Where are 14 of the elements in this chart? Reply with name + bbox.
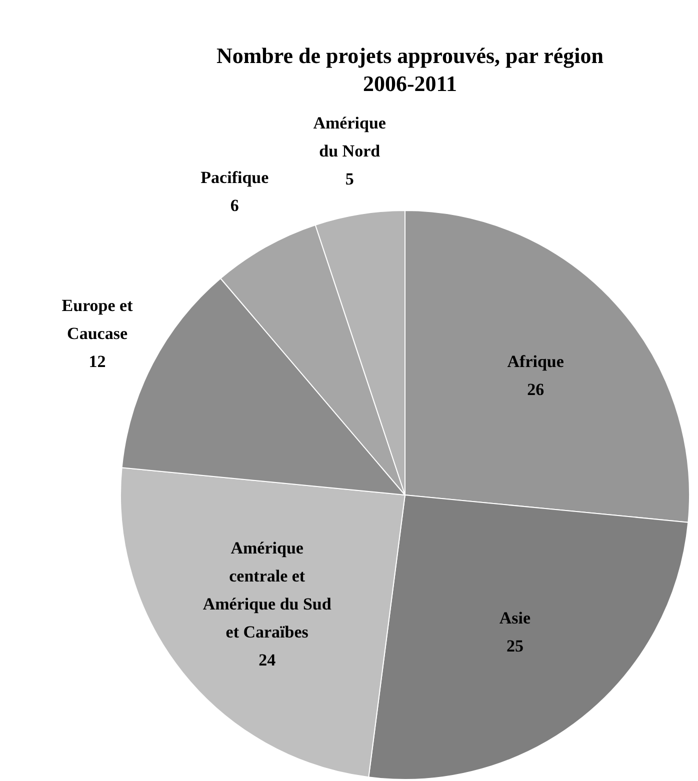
slice-label: Pacifique	[200, 168, 270, 187]
slice-label: Amérique centrale et Amérique du Sud et Caraïbes	[202, 538, 332, 642]
data-label: 26	[527, 380, 544, 399]
data-label: 6	[230, 196, 239, 215]
slice-label: Afrique	[507, 352, 564, 371]
data-label: 24	[258, 650, 276, 670]
data-label: 5	[345, 170, 354, 189]
chart-subtitle: 2006-2011	[362, 70, 458, 98]
slice-label: Europe et Caucase	[62, 296, 134, 343]
slice-label: Amérique du Nord	[313, 114, 386, 161]
slice-label: Asie	[499, 608, 532, 628]
chart-title: Nombre de projets approuvés, par région	[215, 42, 605, 70]
data-label: 25	[506, 636, 524, 656]
data-label: 12	[88, 352, 106, 371]
